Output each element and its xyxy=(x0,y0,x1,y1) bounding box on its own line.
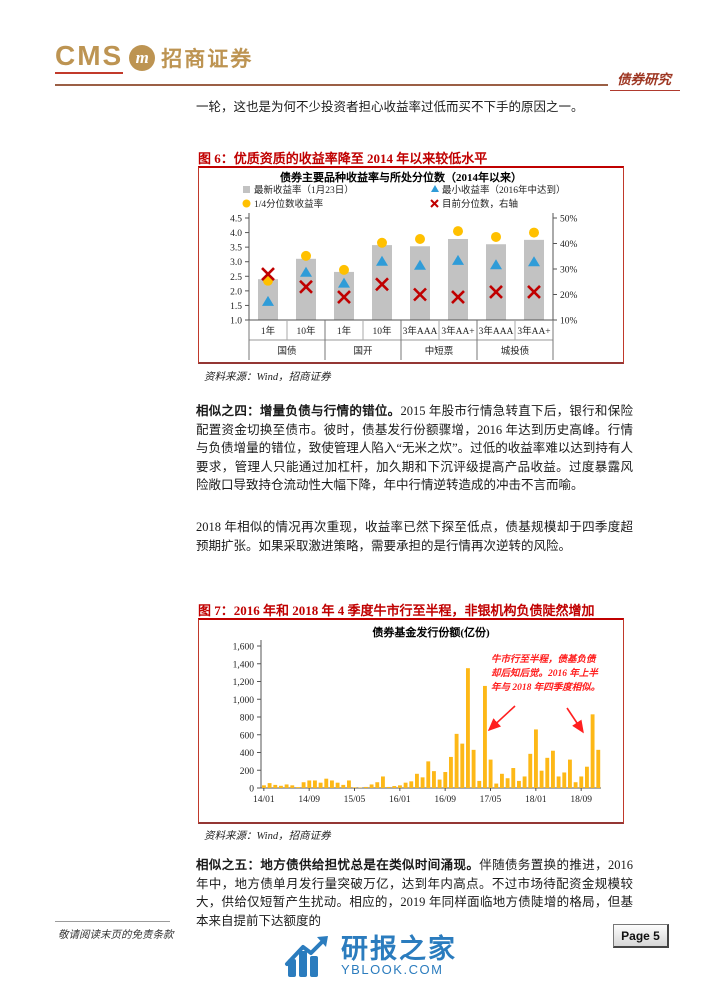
svg-text:城投债: 城投债 xyxy=(501,345,530,357)
figure7-title: 图 7：2016 年和 2018 年 4 季度牛市行至半程，非银机构负债陡然增加 xyxy=(198,603,595,618)
svg-text:600: 600 xyxy=(240,731,255,741)
svg-text:3年AA+: 3年AA+ xyxy=(441,325,474,337)
figure6-box: 债券主要品种收益率与所处分位数（2014年以来） 最新收益率（1月23日） 1/4分… xyxy=(198,166,624,364)
figure6-chart: 债券主要品种收益率与所处分位数（2014年以来）最新收益率（1月23日） 1/4分… xyxy=(230,170,578,360)
svg-text:10%: 10% xyxy=(560,317,578,327)
svg-text:1年: 1年 xyxy=(261,325,276,337)
svg-text:800: 800 xyxy=(240,714,255,724)
svg-text:14/01: 14/01 xyxy=(253,795,275,805)
svg-text:却后知后觉。2016 年上半: 却后知后觉。2016 年上半 xyxy=(491,667,599,679)
page-number-badge: Page 5 xyxy=(613,924,669,948)
svg-text:3.0: 3.0 xyxy=(230,258,242,268)
paragraph-text: 伴随债务置换的推进，2016 年中，地方债单月发行量突破万亿，达到年内高点。不过… xyxy=(196,858,633,928)
svg-text:1,400: 1,400 xyxy=(233,660,255,670)
svg-text:400: 400 xyxy=(240,749,255,759)
svg-text:200: 200 xyxy=(240,767,255,777)
svg-text:债券主要品种收益率与所处分位数（2014年以来）: 债券主要品种收益率与所处分位数（2014年以来） xyxy=(280,170,522,184)
figure7-box: 债券基金发行份额(亿份) 0 200 400 600 800 1,000 1,200 1,400… xyxy=(198,618,624,824)
svg-text:17/05: 17/05 xyxy=(480,795,502,805)
paragraph-2018: 2018 年相似的情况再次重现，收益率已然下探至低点，债基规模却于四季度超预期扩… xyxy=(196,520,633,553)
figure7-source: 资料来源：Wind，招商证券 xyxy=(204,831,331,842)
svg-text:1.0: 1.0 xyxy=(230,317,242,327)
svg-text:3年AAA: 3年AAA xyxy=(479,325,514,337)
svg-text:16/09: 16/09 xyxy=(434,795,456,805)
watermark: 研报之家 YBLOOK.COM xyxy=(283,931,457,981)
footer-rule xyxy=(55,921,170,922)
svg-text:3.5: 3.5 xyxy=(230,244,242,254)
cms-logo-text: CMS xyxy=(55,42,124,74)
intro-paragraph: 一轮，这也是为何不少投资者担心收益率过低而买不下手的原因之一。 xyxy=(196,100,584,114)
svg-text:1年: 1年 xyxy=(337,325,352,337)
svg-text:4.0: 4.0 xyxy=(230,229,242,239)
svg-text:1,000: 1,000 xyxy=(233,696,255,706)
report-category: 债券研究 xyxy=(617,72,671,87)
watermark-text: 研报之家 YBLOOK.COM xyxy=(341,935,457,977)
svg-text:20%: 20% xyxy=(560,291,578,301)
svg-text:10年: 10年 xyxy=(372,325,392,337)
svg-text:目前分位数，右轴: 目前分位数，右轴 xyxy=(442,198,518,210)
svg-text:国债: 国债 xyxy=(277,345,297,357)
svg-text:18/09: 18/09 xyxy=(570,795,592,805)
svg-text:年与 2018 年四季度相似。: 年与 2018 年四季度相似。 xyxy=(491,681,600,693)
svg-text:4.5: 4.5 xyxy=(230,215,242,225)
watermark-chinese: 研报之家 xyxy=(341,934,457,964)
cms-logo-icon: m xyxy=(129,45,156,71)
svg-text:1.5: 1.5 xyxy=(230,302,242,312)
svg-text:0: 0 xyxy=(249,785,254,795)
category-underline xyxy=(610,90,680,91)
svg-text:债券基金发行份额(亿份): 债券基金发行份额(亿份) xyxy=(372,625,490,639)
svg-text:3年AA+: 3年AA+ xyxy=(517,325,550,337)
svg-text:国开: 国开 xyxy=(353,346,373,357)
svg-text:最小收益率（2016年中达到）: 最小收益率（2016年中达到） xyxy=(442,184,566,196)
svg-text:40%: 40% xyxy=(560,240,578,250)
footer-disclaimer: 敬请阅读末页的免责条款 xyxy=(58,930,174,941)
svg-text:最新收益率（1月23日）: 最新收益率（1月23日） xyxy=(254,184,354,196)
svg-text:2.0: 2.0 xyxy=(230,287,242,297)
svg-text:50%: 50% xyxy=(560,215,578,225)
svg-text:10年: 10年 xyxy=(296,325,316,337)
svg-text:15/05: 15/05 xyxy=(344,795,366,805)
paragraph-similar-5: 相似之五：地方债供给担忧总是在类似时间涌现。伴随债务置换的推进，2016 年中，… xyxy=(196,856,633,930)
header-rule xyxy=(55,84,608,86)
svg-text:3年AAA: 3年AAA xyxy=(403,325,438,337)
svg-text:2.5: 2.5 xyxy=(230,273,242,283)
svg-text:1,200: 1,200 xyxy=(233,678,255,688)
cms-logo-chinese: 招商证券 xyxy=(161,47,254,71)
paragraph-similar-4: 相似之四：增量负债与行情的错位。2015 年股市行情急转直下后，银行和保险配置资… xyxy=(196,402,633,495)
svg-text:牛市行至半程，债基负债: 牛市行至半程，债基负债 xyxy=(491,653,597,665)
watermark-chart-icon xyxy=(285,936,328,977)
figure6-title: 图 6：优质资质的收益率降至 2014 年以来较低水平 xyxy=(198,151,488,166)
brand-logo: CMS m 招商证券 xyxy=(55,42,253,74)
paragraph-lead: 相似之五：地方债供给担忧总是在类似时间涌现。 xyxy=(196,858,480,872)
figure7-chart: 债券基金发行份额(亿份) 0 200 400 600 800 1,000 1,200 1,400… xyxy=(233,625,601,805)
svg-text:14/09: 14/09 xyxy=(298,795,320,805)
svg-text:1,600: 1,600 xyxy=(233,643,255,653)
svg-text:16/01: 16/01 xyxy=(389,795,411,805)
paragraph-lead: 相似之四：增量负债与行情的错位。 xyxy=(196,404,401,418)
paragraph-text: 2015 年股市行情急转直下后，银行和保险配置资金切换至债市。彼时，债基发行份额… xyxy=(196,404,633,492)
figure6-source: 资料来源：Wind，招商证券 xyxy=(204,372,331,383)
svg-text:18/01: 18/01 xyxy=(525,795,547,805)
svg-text:30%: 30% xyxy=(560,266,578,276)
svg-text:中短票: 中短票 xyxy=(425,345,454,357)
svg-text:1/4分位数收益率: 1/4分位数收益率 xyxy=(254,198,324,210)
watermark-domain: YBLOOK.COM xyxy=(341,962,444,978)
